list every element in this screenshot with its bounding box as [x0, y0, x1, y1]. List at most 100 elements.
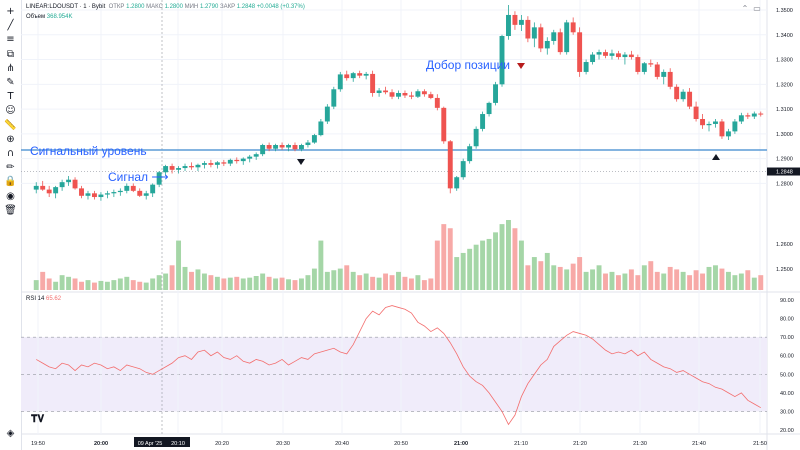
- volume-bar: [428, 278, 434, 290]
- price-chart[interactable]: 1.3500 1.3400 1.3300 1.3200 1.3100 1.3000 1.29…: [21, 0, 800, 450]
- rsi-tick-label: 60.00: [780, 354, 794, 360]
- volume-bar: [201, 273, 207, 290]
- volume-bar: [596, 265, 602, 290]
- candle-body: [538, 27, 544, 49]
- volume-bar: [150, 278, 156, 290]
- candle-body: [460, 161, 466, 178]
- candle-body: [447, 141, 453, 189]
- candle-body: [654, 64, 660, 77]
- candle-body: [72, 179, 78, 189]
- volume-bar: [189, 271, 194, 290]
- candle-body: [279, 145, 285, 148]
- candle-body: [402, 92, 408, 96]
- brush-icon[interactable]: ✎: [6, 77, 15, 88]
- volume-bar: [260, 273, 266, 290]
- pane-up-icon[interactable]: ⌃: [741, 3, 749, 13]
- trash-icon[interactable]: 🗑: [4, 204, 17, 216]
- channel-icon[interactable]: ⧉: [6, 48, 15, 60]
- volume-bar: [460, 252, 466, 290]
- time-tick-label: 20:10: [171, 441, 185, 447]
- candle-body: [725, 131, 731, 137]
- volume-bar: [544, 252, 550, 290]
- candle-body: [557, 32, 563, 53]
- volume-bar: [176, 240, 182, 290]
- volume-bar: [628, 269, 634, 290]
- high-value: 1.2800: [164, 4, 183, 10]
- candle-body: [635, 57, 641, 72]
- candle-body: [189, 166, 194, 168]
- volume-bar: [590, 269, 596, 290]
- candle-body: [85, 193, 91, 196]
- current-price-tag: [767, 167, 800, 176]
- volume-bar: [467, 248, 473, 290]
- candle-body: [564, 22, 570, 53]
- candle-body: [628, 54, 634, 58]
- pane-maximize-icon[interactable]: ▭: [753, 3, 761, 13]
- crosshair-icon[interactable]: +: [6, 6, 15, 17]
- tradingview-logo[interactable]: 𝐓𝐕: [31, 414, 45, 425]
- symbol-legend: LINEAR:LDOUSDT · 1 · Bybit ОТКР 1.2800 М…: [26, 4, 305, 10]
- trend-line-icon[interactable]: ╱: [7, 20, 14, 32]
- candle-body: [195, 164, 201, 168]
- candle-body: [169, 166, 175, 170]
- symbol-name[interactable]: LINEAR:LDOUSDT · 1 · Bybit: [26, 4, 106, 10]
- volume-bar: [518, 240, 524, 290]
- close-label: ЗАКР: [219, 4, 236, 10]
- volume-bar: [59, 275, 65, 290]
- fib-retracement-icon[interactable]: ≡: [6, 34, 15, 46]
- volume-bar: [66, 276, 72, 290]
- time-tick-label: 09 Apr '25: [138, 441, 163, 447]
- volume-bar: [130, 280, 136, 290]
- volume-tick-label: 1.2500: [776, 267, 793, 273]
- text-icon[interactable]: T: [7, 91, 14, 103]
- pitchfork-icon[interactable]: ⋔: [6, 62, 15, 74]
- candle-body: [208, 163, 214, 165]
- volume-bar: [525, 265, 531, 290]
- candle-body: [577, 32, 583, 72]
- candle-body: [544, 40, 550, 49]
- volume-bar: [615, 275, 621, 290]
- candle-body: [596, 52, 602, 55]
- volume-bar: [454, 257, 460, 290]
- candle-body: [130, 185, 136, 191]
- candle-body: [124, 185, 130, 191]
- volume-bar: [486, 238, 492, 290]
- candle-body: [53, 187, 59, 194]
- zoom-in-icon[interactable]: ⊕: [6, 133, 15, 145]
- candle-body: [609, 53, 615, 56]
- candle-body: [441, 107, 447, 142]
- volume-bar: [72, 278, 78, 290]
- volume-bar: [667, 266, 673, 290]
- arrow-right-icon: ⟶: [151, 170, 169, 184]
- candle-body: [745, 115, 751, 117]
- magnet-icon[interactable]: ∩: [6, 148, 15, 159]
- candle-body: [428, 94, 434, 98]
- volume-bar: [331, 270, 337, 290]
- layers-icon[interactable]: ◈: [6, 428, 15, 439]
- candle-body: [104, 193, 110, 195]
- emoji-icon[interactable]: ☺: [5, 105, 16, 117]
- candle-body: [518, 19, 524, 25]
- lock-draw-icon[interactable]: ✏: [6, 162, 15, 174]
- volume-bar: [169, 265, 175, 290]
- volume-bar: [234, 276, 240, 290]
- time-tick-label: 20:40: [335, 441, 349, 447]
- candle-body: [434, 97, 440, 108]
- ruler-icon[interactable]: 📏: [4, 119, 17, 131]
- candle-body: [493, 84, 498, 103]
- candle-body: [98, 194, 104, 198]
- lock-icon[interactable]: 🔒: [4, 176, 17, 188]
- rsi-line: [36, 305, 761, 426]
- eye-icon[interactable]: ◉: [6, 190, 15, 202]
- candle-body: [201, 163, 207, 165]
- candle-body: [667, 71, 673, 87]
- candle-body: [40, 185, 46, 190]
- volume-bar: [279, 277, 285, 290]
- volume-bar: [46, 278, 52, 290]
- candle-body: [454, 177, 460, 189]
- volume-bar: [480, 240, 486, 290]
- time-tick-label: 21:40: [692, 441, 706, 447]
- change-value: +0.0048 (+0.37%): [256, 4, 305, 10]
- rsi-tick-label: 20.00: [780, 428, 794, 434]
- volume-bar: [421, 280, 427, 290]
